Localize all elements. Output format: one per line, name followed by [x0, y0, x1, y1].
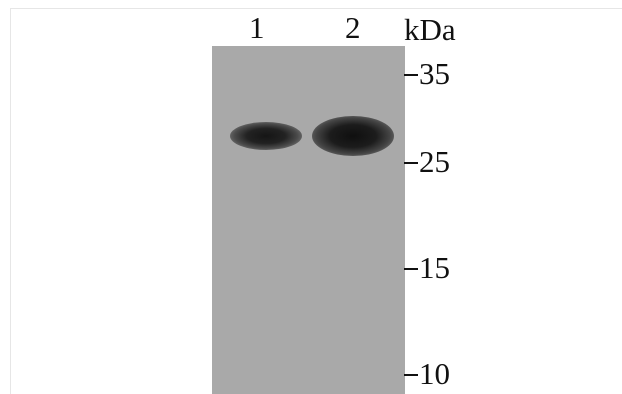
marker-value: 10	[419, 356, 450, 391]
protein-band-lane-2	[312, 116, 394, 156]
lane-label-1: 1	[249, 10, 265, 45]
marker-value: 15	[419, 250, 450, 285]
marker-25: 25	[404, 146, 450, 178]
marker-value: 25	[419, 144, 450, 179]
marker-tick	[404, 267, 418, 270]
marker-10: 10	[404, 358, 450, 390]
lane-label-2: 2	[345, 10, 361, 45]
blot-membrane	[212, 46, 405, 394]
marker-tick	[404, 373, 418, 376]
protein-band-lane-1	[230, 122, 302, 150]
marker-35: 35	[404, 58, 450, 90]
marker-tick	[404, 161, 418, 164]
unit-label: kDa	[404, 12, 456, 47]
marker-15: 15	[404, 252, 450, 284]
frame-border-top	[10, 8, 622, 9]
frame-border-left	[10, 8, 11, 394]
marker-value: 35	[419, 56, 450, 91]
marker-tick	[404, 73, 418, 76]
